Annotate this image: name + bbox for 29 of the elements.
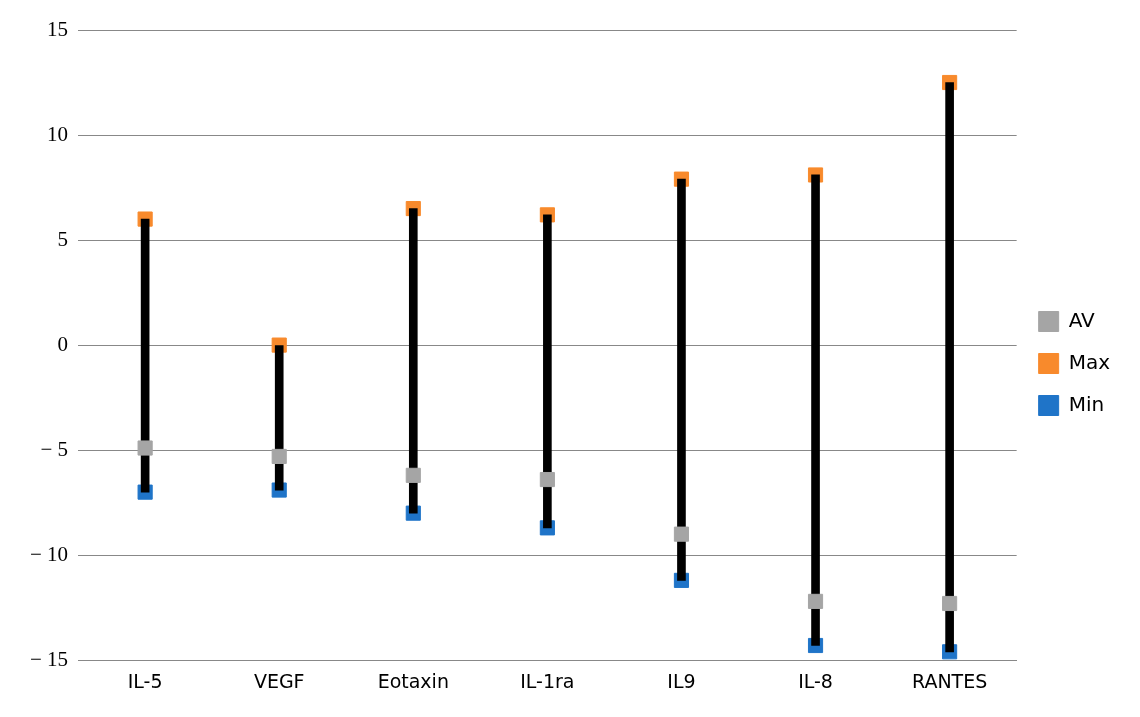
y-tick-label: 15: [47, 16, 69, 41]
x-tick-label: RANTES: [911, 669, 988, 692]
y-tick-label: − 15: [30, 646, 69, 671]
x-tick-label: IL-1ra: [520, 669, 575, 692]
x-tick-label: Eotaxin: [377, 669, 449, 692]
legend-label: AV: [1068, 307, 1096, 332]
bar: [543, 214, 552, 529]
point: [942, 595, 958, 612]
bar: [945, 82, 954, 653]
point: [807, 593, 824, 609]
y-tick-label: 10: [47, 121, 69, 146]
point: [271, 448, 287, 465]
y-tick-label: − 10: [30, 541, 69, 566]
x-tick-label: IL-5: [127, 669, 163, 692]
point: [405, 467, 421, 483]
bar: [408, 208, 418, 514]
x-tick-label: IL9: [667, 669, 696, 692]
point: [673, 526, 690, 542]
y-tick-label: − 5: [40, 436, 69, 461]
point: [539, 471, 555, 488]
x-tick-label: IL-8: [798, 669, 833, 692]
legend-label: Min: [1068, 391, 1105, 416]
legend-label: Max: [1068, 349, 1111, 374]
x-tick-label: VEGF: [253, 669, 305, 692]
y-tick-label: 0: [57, 331, 69, 356]
bar: [811, 174, 820, 646]
bar: [677, 178, 686, 581]
y-tick-label: 5: [57, 226, 69, 251]
point: [137, 440, 153, 456]
